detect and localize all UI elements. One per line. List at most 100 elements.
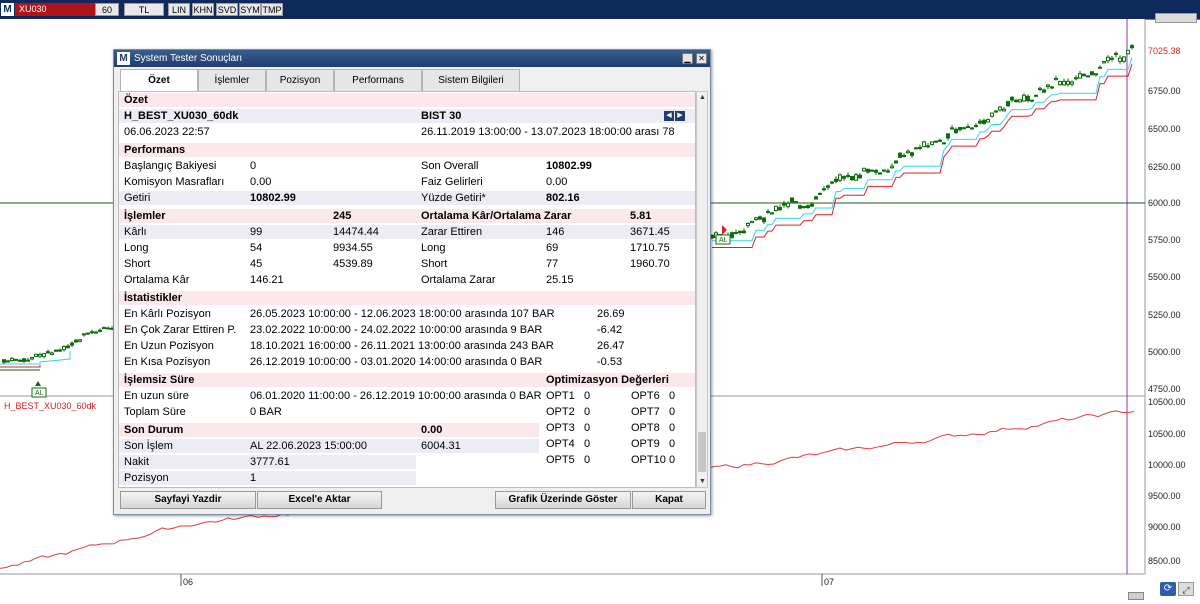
dialog-title: System Tester Sonuçları [134,53,243,64]
scroll-up-icon[interactable]: ▲ [699,94,706,101]
dialog-title-bar[interactable]: M System Tester Sonuçları ▁ ✕ [114,50,710,67]
summary-scrollbar[interactable]: ▲ ▼ [696,91,708,488]
stat-label: En Kârlı Pozisyon [124,308,211,320]
signal-label-right: AL [719,237,728,244]
trade-amount-value: 4539.89 [333,258,373,270]
cash-label: Nakit [124,456,150,468]
candle-body [14,358,18,361]
section-row [119,291,695,305]
opt-value: 0 [669,438,676,450]
candle-body [38,353,42,357]
opt-label: OPT8 [631,422,660,434]
candle-body [802,206,806,209]
candle-body [970,127,974,130]
candle-body [66,345,70,349]
candle-body [1130,45,1134,49]
scroll-thumb[interactable] [698,432,706,472]
tab-sistem-bilgileri[interactable]: Sistem Bilgileri [422,69,520,91]
trade-label: Ortalama Zarar [421,274,496,286]
candle-body [1026,95,1030,102]
trade-label: Ortalama Kâr [124,274,190,286]
candle-body [770,212,774,215]
print-page-button[interactable]: Sayfayi Yazdir [120,491,256,509]
price-tick-label: 5000.00 [1148,347,1181,357]
candle-body [962,127,966,130]
scroll-down-icon[interactable]: ▼ [699,478,706,485]
candle-body [1050,86,1054,89]
section-row [119,423,539,437]
close-icon[interactable]: ✕ [696,53,707,64]
trade-count-value: 54 [250,242,263,254]
show-on-chart-button[interactable]: Grafik Üzerinde Göster [495,491,631,509]
tab-performans[interactable]: Performans [334,69,422,91]
trade-count: 245 [333,210,352,222]
tab-pozisyon[interactable]: Pozisyon [266,69,334,91]
toolbar-khn[interactable]: KHN [192,3,214,16]
buy-signal-box [31,387,47,398]
candle-body [2,359,6,363]
opt-label: OPT6 [631,390,660,402]
position-value: 1 [250,472,257,484]
symbol-selector[interactable]: XU030 [15,3,95,16]
stat-period: 26.12.2019 10:00:00 - 03.01.2020 14:00:0… [250,356,543,368]
toolbar-linear[interactable]: LIN [168,3,190,16]
candle-body [778,207,782,211]
toolbar-svd[interactable]: SVD [216,3,238,16]
candle-body [738,230,742,234]
candle-body [10,357,14,362]
minimize-icon[interactable]: ▁ [682,53,693,64]
candle-body [754,217,758,221]
tab-ozet[interactable]: Özet [120,69,198,92]
candle-body [1018,99,1022,103]
price-tick-label: 5250.00 [1148,310,1181,320]
candle-body [998,106,1002,111]
prev-arrow-icon[interactable]: ◀ [664,111,674,121]
cash-value: 3777.61 [250,456,290,468]
equity-tick-label: 9000.00 [1148,522,1181,532]
close-button[interactable]: Kapat [632,491,706,509]
section-son-durum-header: Son Durum [124,424,184,436]
candle-body [858,174,862,179]
refresh-icon[interactable]: ⟳ [1160,582,1176,596]
trade-count-value: 69 [546,242,559,254]
candle-body [1118,57,1122,62]
export-excel-button[interactable]: Excel'e Aktar [257,491,382,509]
toolbar-sym[interactable]: SYM [239,3,261,16]
candle-body [78,339,82,342]
stat-value: -6.42 [597,324,623,336]
expand-icon[interactable]: ⤢ [1178,582,1194,596]
candle-body [786,202,790,208]
opt-label: OPT3 [546,422,575,434]
candle-body [810,203,814,207]
candle-body [842,176,846,179]
equity-tick-label: 9500.00 [1148,491,1181,501]
toolbar-currency[interactable]: TL [124,3,164,16]
candle-body [870,169,874,172]
candle-body [1114,52,1118,55]
candle-body [890,165,894,169]
toolbar-period[interactable]: 60 [95,3,119,16]
candle-body [974,125,978,128]
time-scroll-handle[interactable] [1128,592,1144,600]
section-row [119,373,695,387]
candle-body [758,216,762,220]
next-arrow-icon[interactable]: ▶ [675,111,685,121]
candle-body [34,353,38,357]
opt-value: 0 [584,454,591,466]
candle-body [1062,80,1066,86]
candle-body [730,232,734,238]
toolbar-tmp[interactable]: TMP [261,3,283,16]
opt-value: 0 [584,390,591,402]
candle-body [850,176,854,181]
section-islemler-header: İşlemler [124,210,166,222]
candle-body [1122,56,1126,62]
tab-islemler[interactable]: İşlemler [198,69,266,91]
candle-body [94,331,98,334]
trade-label: Zarar Ettiren [421,226,483,238]
price-tick-label: 5750.00 [1148,235,1181,245]
candle-body [934,140,938,143]
candle-body [886,170,890,173]
trade-count-value: 45 [250,258,263,270]
candle-body [798,205,802,209]
chart-scroll-indicator[interactable] [1155,13,1197,23]
